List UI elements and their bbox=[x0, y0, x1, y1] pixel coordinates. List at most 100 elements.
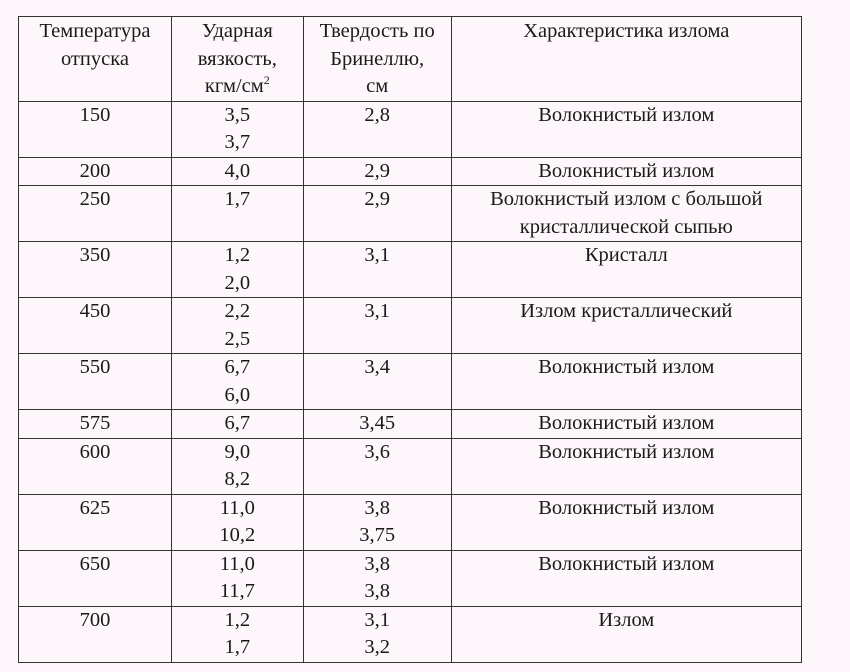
cell-text: 3,2 bbox=[364, 636, 390, 658]
table-row: 450 2,2 2,5 3,1 Излом кристаллический bbox=[18, 297, 803, 354]
cell-temperature: 600 bbox=[18, 437, 172, 495]
table-row: 650 11,0 11,7 3,8 3,8 Волокнистый излом bbox=[18, 549, 803, 607]
table-row: 150 3,5 3,7 2,8 Волокнистый излом bbox=[18, 100, 803, 158]
cell-text: Волокнистый излом bbox=[538, 496, 715, 519]
cell-text: 1,7 bbox=[224, 636, 251, 658]
cell-text: 1,2 bbox=[224, 608, 251, 631]
cell-impact: 11,0 10,2 bbox=[170, 493, 304, 551]
cell-impact: 3,5 3,7 bbox=[170, 100, 304, 158]
cell-fracture: Волокнистый излом bbox=[450, 156, 803, 186]
table-row: 350 1,2 2,0 3,1 Кристалл bbox=[18, 241, 803, 298]
cell-hardness: 2,9 bbox=[302, 185, 452, 242]
table-row: 200 4,0 2,9 Волокнистый излом bbox=[18, 156, 803, 186]
cell-text: 575 bbox=[79, 412, 111, 434]
cell-text: 2,9 bbox=[364, 159, 390, 182]
table-row: 625 11,0 10,2 3,8 3,75 Волокнистый излом bbox=[18, 493, 803, 551]
header-fracture: Характеристика излома bbox=[450, 16, 803, 102]
header-unit: кгм/см2 bbox=[176, 73, 299, 101]
cell-hardness: 3,8 3,8 bbox=[302, 549, 452, 607]
header-text: Ударная bbox=[201, 20, 273, 42]
cell-impact: 11,0 11,7 bbox=[170, 549, 304, 607]
cell-text: 6,7 bbox=[224, 356, 251, 378]
cell-text: 625 bbox=[79, 496, 111, 519]
cell-text: кристаллической сыпью bbox=[519, 215, 733, 238]
tempering-results-table: Температура отпуска Ударная вязкость, кг… bbox=[18, 16, 803, 663]
cell-text: 200 bbox=[79, 159, 111, 182]
cell-fracture: Излом кристаллический bbox=[450, 297, 803, 354]
header-text: Бринеллю, bbox=[330, 47, 425, 70]
cell-text: 2,0 bbox=[224, 271, 251, 294]
cell-hardness: 3,1 3,2 bbox=[302, 605, 452, 663]
cell-text: 1,2 bbox=[224, 244, 251, 266]
header-text: Характеристика излома bbox=[523, 20, 730, 42]
cell-impact: 6,7 6,0 bbox=[170, 353, 304, 410]
cell-text: 8,2 bbox=[224, 468, 251, 490]
cell-fracture: Волокнистый излом bbox=[450, 437, 803, 495]
cell-text: 3,75 bbox=[359, 524, 396, 546]
cell-text: 250 bbox=[79, 188, 111, 210]
cell-text: 700 bbox=[79, 608, 111, 631]
cell-temperature: 575 bbox=[18, 409, 172, 439]
cell-fracture: Волокнистый излом bbox=[450, 409, 803, 439]
cell-impact: 4,0 bbox=[170, 156, 304, 186]
cell-text: Излом кристаллический bbox=[520, 300, 733, 322]
cell-text: 9,0 bbox=[224, 440, 251, 463]
cell-hardness: 3,4 bbox=[302, 353, 452, 410]
cell-text: 3,5 bbox=[224, 103, 251, 126]
cell-text: 11,0 bbox=[219, 552, 255, 575]
cell-text: Волокнистый излом bbox=[538, 159, 715, 182]
cell-text: Волокнистый излом bbox=[538, 356, 715, 378]
cell-temperature: 150 bbox=[18, 100, 172, 158]
header-text: отпуска bbox=[60, 47, 129, 70]
cell-impact: 1,2 2,0 bbox=[170, 241, 304, 298]
cell-text: Волокнистый излом bbox=[538, 412, 715, 434]
cell-temperature: 700 bbox=[18, 605, 172, 663]
cell-text: 550 bbox=[79, 356, 111, 378]
cell-text: 4,0 bbox=[224, 159, 251, 182]
cell-text: 150 bbox=[79, 103, 111, 126]
cell-text: 3,8 bbox=[364, 580, 390, 602]
cell-text: Волокнистый излом bbox=[538, 103, 715, 126]
cell-text: 3,4 bbox=[364, 356, 390, 378]
cell-text: 3,1 bbox=[364, 244, 390, 266]
cell-text: 3,8 bbox=[364, 496, 390, 519]
cell-text: 3,8 bbox=[364, 552, 390, 575]
cell-text: Излом bbox=[598, 608, 655, 631]
cell-fracture: Излом bbox=[450, 605, 803, 663]
cell-impact: 1,2 1,7 bbox=[170, 605, 304, 663]
cell-hardness: 3,1 bbox=[302, 241, 452, 298]
header-text: кгм/см bbox=[204, 75, 264, 97]
cell-fracture: Кристалл bbox=[450, 241, 803, 298]
cell-text: 11,0 bbox=[219, 496, 255, 519]
superscript: 2 bbox=[263, 73, 270, 87]
cell-impact: 2,2 2,5 bbox=[170, 297, 304, 354]
cell-temperature: 250 bbox=[18, 185, 172, 242]
cell-text: 2,2 bbox=[224, 300, 251, 322]
cell-hardness: 3,1 bbox=[302, 297, 452, 354]
cell-temperature: 200 bbox=[18, 156, 172, 186]
cell-text: 2,9 bbox=[364, 188, 390, 210]
cell-temperature: 625 bbox=[18, 493, 172, 551]
cell-text: 3,45 bbox=[359, 412, 396, 434]
cell-text: 6,7 bbox=[224, 412, 251, 434]
cell-hardness: 2,8 bbox=[302, 100, 452, 158]
cell-text: 10,2 bbox=[219, 524, 256, 546]
cell-text: 1,7 bbox=[224, 188, 251, 210]
cell-text: Кристалл bbox=[584, 244, 668, 266]
cell-text: 11,7 bbox=[219, 580, 255, 602]
cell-text: Волокнистый излом с большой bbox=[490, 188, 763, 210]
cell-fracture: Волокнистый излом с большой кристаллическ… bbox=[450, 185, 803, 242]
table-row: 250 1,7 2,9 Волокнистый излом с большой крис… bbox=[18, 185, 803, 242]
cell-hardness: 2,9 bbox=[302, 156, 452, 186]
header-row: Температура отпуска Ударная вязкость, кг… bbox=[18, 16, 803, 102]
cell-text: 350 bbox=[79, 244, 111, 266]
cell-text: 6,0 bbox=[224, 383, 251, 406]
cell-text: 3,1 bbox=[364, 608, 390, 631]
cell-fracture: Волокнистый излом bbox=[450, 493, 803, 551]
cell-hardness: 3,8 3,75 bbox=[302, 493, 452, 551]
header-text: вязкость, bbox=[197, 47, 277, 70]
header-impact: Ударная вязкость, кгм/см2 bbox=[170, 16, 304, 102]
header-text: Твердость по bbox=[319, 20, 435, 42]
cell-hardness: 3,45 bbox=[302, 409, 452, 439]
header-text: см bbox=[366, 75, 389, 97]
